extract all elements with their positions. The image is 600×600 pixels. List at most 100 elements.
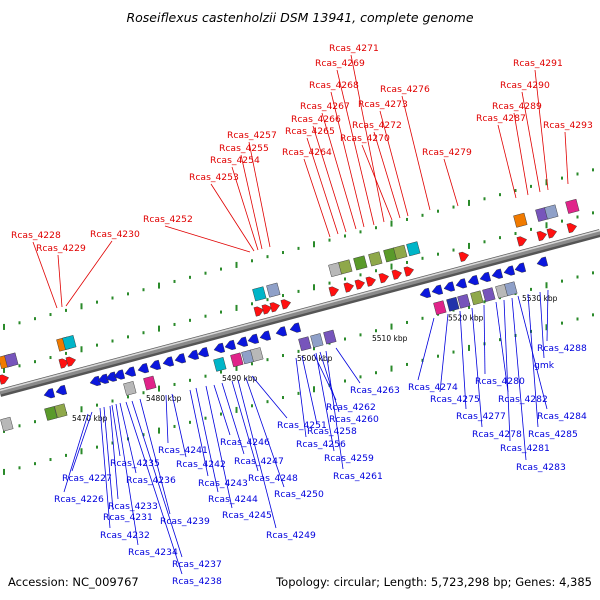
backbone-highlight <box>0 229 600 392</box>
track-tick <box>452 350 455 354</box>
reverse-gene-arrow <box>105 371 118 382</box>
track-tick <box>483 300 486 304</box>
track-tick <box>65 453 67 457</box>
reverse-gene-arrow <box>113 369 126 380</box>
gene-label: Rcas_4250 <box>274 489 324 500</box>
scale-label: 5490 kbp <box>222 374 258 383</box>
forward-gene-arrow <box>269 302 280 313</box>
gene-label: Rcas_4279 <box>422 147 472 158</box>
track-tick <box>514 189 517 193</box>
feature-box <box>433 300 447 316</box>
track-tick <box>344 337 346 341</box>
track-tick <box>80 448 83 455</box>
gene-label: Rcas_4266 <box>291 114 341 125</box>
gene-label: Rcas_4252 <box>143 214 193 225</box>
feature-box <box>298 336 312 352</box>
feature-box <box>338 259 353 275</box>
track-tick <box>111 441 114 445</box>
reverse-gene-arrow <box>419 287 432 299</box>
track-tick <box>375 371 377 375</box>
track-tick <box>49 458 52 462</box>
feature-box <box>406 241 421 257</box>
track-tick <box>328 238 331 242</box>
track-tick <box>592 313 594 317</box>
reverse-gene-arrow <box>514 262 527 273</box>
reverse-gene-arrow <box>247 333 260 344</box>
gene-label: Rcas_4253 <box>189 172 239 183</box>
leader-line <box>459 310 467 410</box>
track-tick <box>390 263 393 270</box>
leader-line <box>521 91 541 193</box>
track-tick <box>530 287 532 291</box>
gene-label: Rcas_4230 <box>90 229 140 240</box>
track-tick <box>80 406 83 413</box>
track-tick <box>18 424 21 428</box>
leader-line <box>350 54 385 223</box>
leader-line <box>165 394 169 444</box>
track-tick <box>282 251 284 255</box>
forward-gene-arrow <box>403 266 414 277</box>
track-tick <box>545 282 548 289</box>
leader-line <box>303 158 331 238</box>
forward-gene-arrow <box>253 306 264 317</box>
gene-label: Rcas_4247 <box>234 456 284 467</box>
track-tick <box>375 329 377 333</box>
feature-box <box>54 403 68 419</box>
track-tick <box>34 420 36 424</box>
feature-box <box>230 352 244 368</box>
track-tick <box>204 374 207 378</box>
track-tick <box>344 379 346 383</box>
feature-box <box>310 333 324 348</box>
track-tick <box>297 349 300 353</box>
reverse-gene-arrow <box>55 384 68 396</box>
track-tick <box>359 273 362 277</box>
track-tick <box>514 232 517 236</box>
track-tick <box>49 356 52 360</box>
track-tick <box>282 294 284 298</box>
gene-label: Rcas_4265 <box>285 126 335 137</box>
leader-line <box>131 400 183 558</box>
track-tick <box>142 433 145 437</box>
map-title: Roseiflexus castenholzii DSM 13941, comp… <box>126 10 473 25</box>
forward-gene-arrow <box>391 269 402 280</box>
gene-label: Rcas_4227 <box>62 473 112 484</box>
track-tick <box>483 197 486 201</box>
track-tick <box>297 391 300 395</box>
reverse-gene-arrow <box>213 342 226 353</box>
track-tick <box>545 222 548 229</box>
leader-line <box>71 411 93 472</box>
feature-box <box>266 282 281 298</box>
leader-line <box>119 402 137 474</box>
gene-label: Rcas_4290 <box>500 80 550 91</box>
track-tick <box>266 298 269 302</box>
track-tick <box>34 360 36 364</box>
track-tick <box>3 366 5 373</box>
track-tick <box>406 260 408 264</box>
leader-line <box>306 137 339 235</box>
gene-label: Rcas_4262 <box>326 402 376 413</box>
track-tick <box>468 242 470 249</box>
feature-box <box>504 281 518 297</box>
leader-line <box>231 166 259 251</box>
gene-label: Rcas_4276 <box>380 84 430 95</box>
reverse-gene-arrow <box>536 256 549 267</box>
track-tick <box>406 362 408 366</box>
track-tick <box>235 261 238 268</box>
gene-label: Rcas_4269 <box>315 58 365 69</box>
track-tick <box>96 445 98 449</box>
gene-label: Rcas_4235 <box>110 458 160 469</box>
leader-line <box>125 401 183 575</box>
track-tick <box>437 209 439 213</box>
track-tick <box>251 404 253 408</box>
gene-label: Rcas_4248 <box>248 473 298 484</box>
leader-line <box>379 110 409 217</box>
track-tick <box>204 416 207 420</box>
track-tick <box>390 365 393 372</box>
track-tick <box>204 271 207 275</box>
leader-line <box>401 95 431 211</box>
scale-label: 5510 kbp <box>372 334 408 343</box>
track-tick <box>96 300 98 304</box>
track-tick <box>499 236 501 240</box>
track-tick <box>468 199 470 206</box>
